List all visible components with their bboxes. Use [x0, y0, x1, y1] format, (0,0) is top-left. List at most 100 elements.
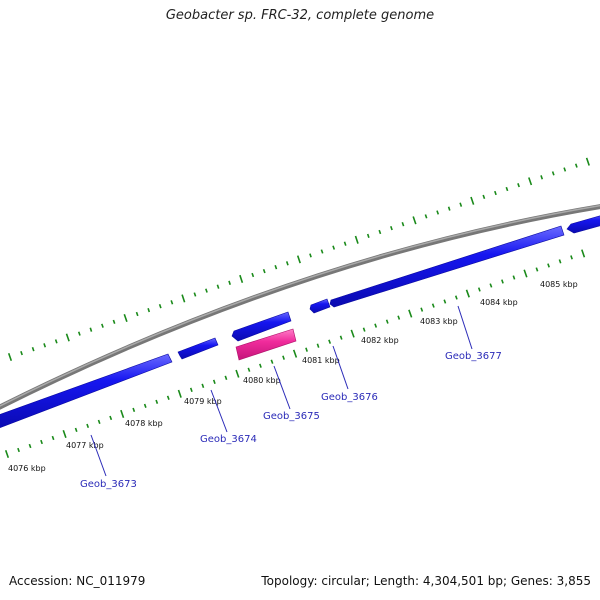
major-tick: [177, 389, 182, 398]
minor-tick: [424, 214, 428, 219]
major-tick: [523, 269, 528, 278]
major-tick: [354, 235, 359, 244]
minor-tick: [20, 350, 23, 356]
minor-tick: [512, 275, 516, 280]
gene-arrow-geob-3677[interactable]: [329, 225, 565, 308]
genome-title: Geobacter sp. FRC-32, complete genome: [165, 8, 435, 23]
minor-tick: [166, 395, 170, 400]
minor-tick: [31, 347, 35, 352]
kbp-label: 4080 kbp: [243, 376, 281, 385]
minor-tick: [385, 319, 389, 324]
minor-tick: [86, 423, 90, 429]
minor-tick: [540, 175, 544, 180]
lower-scale-ticks: [4, 249, 586, 459]
minor-tick: [43, 343, 47, 348]
kbp-label: 4079 kbp: [184, 397, 222, 406]
major-tick: [62, 429, 67, 438]
minor-tick: [447, 206, 451, 211]
gene-label-geob-3674[interactable]: Geob_3674: [200, 434, 257, 445]
gene-arrow-geob-3674[interactable]: [177, 337, 219, 360]
minor-tick: [316, 343, 320, 348]
minor-tick: [205, 288, 208, 293]
kbp-label: 4083 kbp: [420, 317, 458, 326]
major-tick: [412, 216, 417, 225]
minor-tick: [247, 367, 251, 372]
minor-tick: [378, 229, 382, 235]
gene-label-geob-3673[interactable]: Geob_3673: [80, 479, 137, 490]
minor-tick: [274, 265, 278, 270]
major-tick: [585, 157, 590, 166]
major-tick: [7, 352, 13, 362]
minor-tick: [155, 399, 159, 404]
minor-tick: [558, 259, 562, 264]
minor-tick: [224, 375, 228, 380]
minor-tick: [97, 419, 101, 425]
minor-tick: [563, 167, 567, 172]
major-tick: [65, 333, 70, 342]
minor-tick: [443, 299, 447, 304]
kbp-label: 4085 kbp: [540, 280, 578, 289]
minor-tick: [132, 407, 136, 413]
minor-tick: [459, 202, 463, 207]
genome-backbone: [0, 204, 600, 410]
kbp-label: 4081 kbp: [302, 356, 340, 365]
kbp-scale-labels: 4076 kbp 4077 kbp 4078 kbp 4079 kbp 4080…: [8, 280, 578, 473]
minor-tick: [262, 268, 266, 274]
minor-tick: [535, 267, 539, 272]
minor-tick: [401, 222, 405, 227]
kbp-label: 4076 kbp: [8, 464, 46, 473]
minor-tick: [436, 210, 440, 215]
major-tick: [465, 289, 470, 298]
genome-summary-text: Topology: circular; Length: 4,304,501 bp…: [261, 574, 591, 588]
gene-labels: Geob_3673 Geob_3674 Geob_3675 Geob_3676 …: [80, 351, 502, 490]
minor-tick: [517, 183, 520, 188]
gene-arrow-geob-3676[interactable]: [309, 298, 331, 314]
pointer-geob-3673: [90, 434, 107, 477]
minor-tick: [494, 190, 497, 196]
minor-tick: [454, 295, 458, 300]
minor-tick: [397, 315, 401, 320]
minor-tick: [216, 284, 220, 289]
kbp-label: 4078 kbp: [125, 419, 163, 428]
minor-tick: [40, 439, 43, 445]
gene-arrow-geob-3675-highlight[interactable]: [235, 328, 297, 361]
minor-tick: [305, 347, 308, 352]
minor-tick: [374, 323, 378, 328]
minor-tick: [551, 171, 555, 176]
gene-label-geob-3676[interactable]: Geob_3676: [321, 392, 378, 403]
minor-tick: [339, 335, 343, 340]
minor-tick: [366, 233, 370, 239]
minor-tick: [158, 304, 162, 309]
major-tick: [292, 349, 298, 358]
genome-backbone-highlight: [0, 204, 600, 407]
major-tick: [296, 255, 301, 264]
minor-tick: [477, 287, 481, 292]
gene-label-geob-3677[interactable]: Geob_3677: [445, 351, 502, 362]
minor-tick: [285, 261, 289, 266]
minor-tick: [309, 253, 312, 258]
minor-tick: [574, 163, 578, 168]
minor-tick: [212, 379, 216, 384]
minor-tick: [193, 292, 197, 297]
minor-tick: [570, 255, 573, 260]
minor-tick: [328, 339, 332, 344]
major-tick: [4, 449, 10, 459]
major-tick: [408, 309, 413, 318]
minor-tick: [54, 339, 58, 344]
gene-arrow-small-a[interactable]: [231, 311, 292, 342]
minor-tick: [170, 300, 174, 305]
minor-tick: [320, 249, 324, 254]
pointer-geob-3677: [457, 305, 473, 350]
gene-label-geob-3675[interactable]: Geob_3675: [263, 411, 320, 422]
minor-tick: [547, 263, 550, 268]
minor-tick: [390, 225, 393, 231]
minor-tick: [101, 323, 104, 328]
minor-tick: [259, 363, 262, 368]
gene-arrow-geob-3673[interactable]: [0, 353, 173, 430]
gene-arrow-right-edge[interactable]: [566, 213, 600, 234]
minor-tick: [201, 383, 205, 388]
minor-tick: [89, 327, 93, 332]
minor-tick: [431, 303, 435, 308]
minor-tick: [270, 359, 274, 364]
